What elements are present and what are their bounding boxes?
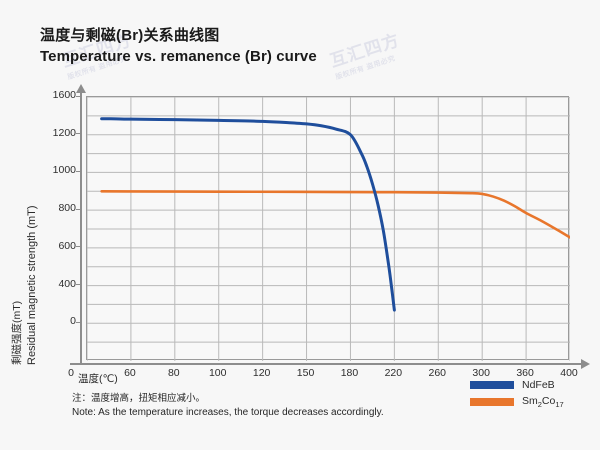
y-tick-mark bbox=[76, 284, 80, 286]
x-tick-label: 60 bbox=[124, 367, 136, 379]
title-english: Temperature vs. remanence (Br) curve bbox=[40, 48, 317, 65]
x-tick-label: 120 bbox=[252, 367, 271, 379]
y-axis-tick-labels: 0 400 600 800 1000 1200 1600 bbox=[26, 0, 80, 450]
x-tick-label: 400 bbox=[560, 367, 578, 379]
y-tick-mark bbox=[76, 133, 80, 135]
y-tick-mark bbox=[76, 321, 80, 323]
title-chinese: 温度与剩磁(Br)关系曲线图 bbox=[40, 27, 220, 44]
page-title: 温度与剩磁(Br)关系曲线图 Temperature vs. remanence… bbox=[40, 26, 470, 67]
x-tick-label: 80 bbox=[167, 367, 180, 379]
x-tick-label: 260 bbox=[428, 367, 447, 379]
x-tick-label: 180 bbox=[340, 367, 359, 379]
x-axis-line bbox=[70, 363, 582, 365]
x-axis-title: 温度(℃) bbox=[78, 373, 118, 385]
y-tick-mark bbox=[76, 95, 80, 97]
y-axis-line bbox=[80, 92, 82, 364]
x-axis-arrow-icon bbox=[581, 359, 590, 369]
data-curves bbox=[100, 117, 570, 312]
note-english: Note: As the temperature increases, the … bbox=[72, 407, 384, 418]
y-tick-label: 1200 bbox=[52, 126, 76, 139]
grid-lines bbox=[87, 97, 570, 361]
y-tick-label: 400 bbox=[58, 277, 76, 290]
legend-item-sm2co17[interactable]: Sm2Co17 bbox=[470, 395, 590, 409]
x-tick-label: 220 bbox=[384, 367, 403, 379]
y-tick-mark bbox=[76, 208, 80, 210]
y-tick-label: 1600 bbox=[52, 89, 76, 101]
y-tick-label: 1000 bbox=[52, 164, 76, 177]
curve-sm2co17 bbox=[100, 189, 570, 239]
legend-swatch-ndfeb bbox=[470, 381, 514, 389]
legend-label-ndfeb: NdFeB bbox=[522, 379, 555, 391]
y-tick-mark bbox=[76, 170, 80, 172]
legend: NdFeB Sm2Co17 bbox=[470, 378, 590, 412]
y-axis-title-chinese: 剩磁强度(mT) bbox=[11, 300, 23, 365]
note-block: 注：温度增高，扭矩相应减小。 Note: As the temperature … bbox=[72, 392, 472, 420]
legend-label-sm2co17: Sm2Co17 bbox=[522, 394, 564, 410]
legend-swatch-sm2co17 bbox=[470, 398, 514, 406]
legend-item-ndfeb[interactable]: NdFeB bbox=[470, 378, 590, 392]
y-axis-arrow-icon bbox=[76, 84, 86, 93]
x-tick-label: 360 bbox=[516, 367, 534, 379]
curve-ndfeb bbox=[100, 117, 396, 312]
y-tick-label: 600 bbox=[58, 239, 76, 252]
note-chinese: 注：温度增高，扭矩相应减小。 bbox=[72, 393, 206, 404]
y-tick-mark bbox=[76, 246, 80, 248]
x-tick-label: 300 bbox=[472, 367, 490, 379]
x-tick-label: 100 bbox=[208, 367, 227, 379]
y-tick-label: 800 bbox=[58, 202, 76, 215]
y-tick-label: 0 bbox=[70, 315, 76, 328]
plot-area bbox=[86, 96, 570, 361]
x-tick-label: 0 bbox=[68, 367, 74, 379]
x-tick-label: 150 bbox=[296, 367, 315, 379]
